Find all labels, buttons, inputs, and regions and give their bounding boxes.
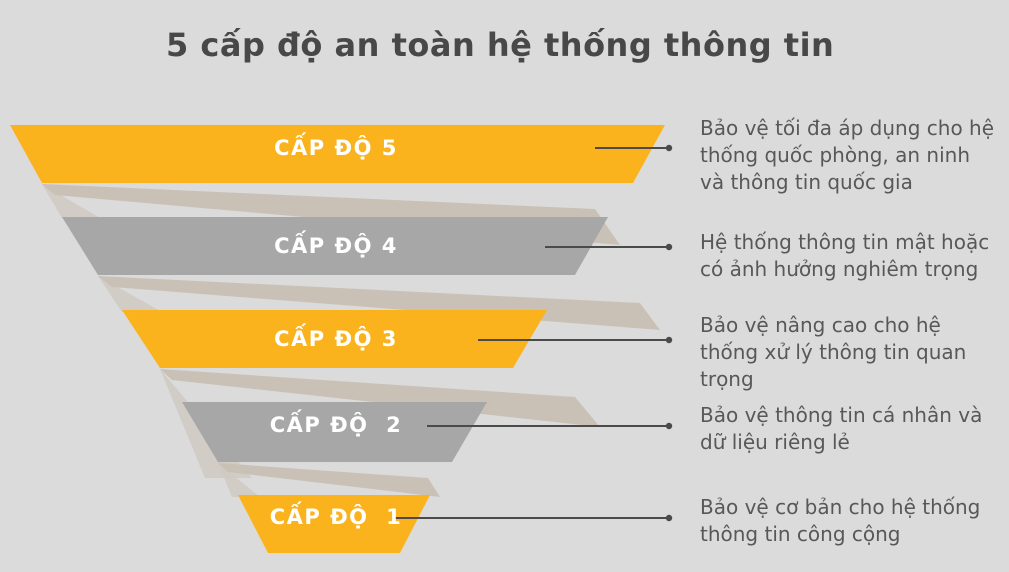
level-2-shape (182, 402, 487, 462)
level-4-shape (62, 217, 608, 275)
connector-dot-1 (665, 514, 673, 522)
level-4-description: Hệ thống thông tin mật hoặc có ảnh hưởng… (700, 229, 989, 283)
page-title: 5 cấp độ an toàn hệ thống thông tin (166, 26, 835, 64)
description-line: trọng (700, 367, 754, 391)
level-5-label: CẤP ĐỘ 5 (274, 136, 398, 160)
drop-shadow-level-3 (160, 369, 600, 427)
description-line: có ảnh hưởng nghiêm trọng (700, 257, 979, 281)
level-1-shape (238, 495, 430, 553)
level-3-description: Bảo vệ nâng cao cho hệ thống xử lý thông… (700, 312, 966, 393)
drop-shadow-level-2 (218, 463, 440, 497)
description-line: dữ liệu riêng lẻ (700, 430, 850, 454)
level-1-description: Bảo vệ cơ bản cho hệ thống thông tin côn… (700, 494, 980, 548)
description-line: Hệ thống thông tin mật hoặc (700, 230, 990, 254)
description-line: Bảo vệ cơ bản cho hệ thống (700, 495, 981, 519)
description-line: thống xử lý thông tin quan (700, 340, 967, 364)
level-1-label: CẤP ĐỘ 1 (269, 505, 403, 529)
connector-dot-5 (665, 144, 673, 152)
level-5-description: Bảo vệ tối đa áp dụng cho hệ thống quốc … (700, 115, 994, 196)
level-2-description: Bảo vệ thông tin cá nhân và dữ liệu riên… (700, 402, 982, 456)
description-line: Bảo vệ nâng cao cho hệ (700, 313, 941, 337)
connector-dot-3 (665, 336, 673, 344)
level-3-label: CẤP ĐỘ 3 (274, 327, 398, 351)
level-4-label: CẤP ĐỘ 4 (274, 234, 398, 258)
description-line: Bảo vệ thông tin cá nhân và (700, 403, 983, 427)
level-2-label: CẤP ĐỘ 2 (269, 413, 403, 437)
level-5-shape (10, 125, 665, 183)
connector-dot-4 (665, 243, 673, 251)
description-line: Bảo vệ tối đa áp dụng cho hệ (700, 116, 995, 140)
description-line: thống quốc phòng, an ninh (700, 143, 971, 167)
description-line: và thông tin quốc gia (700, 170, 913, 194)
connector-dot-2 (665, 422, 673, 430)
description-line: thông tin công cộng (700, 522, 901, 546)
level-3-shape (122, 310, 547, 368)
